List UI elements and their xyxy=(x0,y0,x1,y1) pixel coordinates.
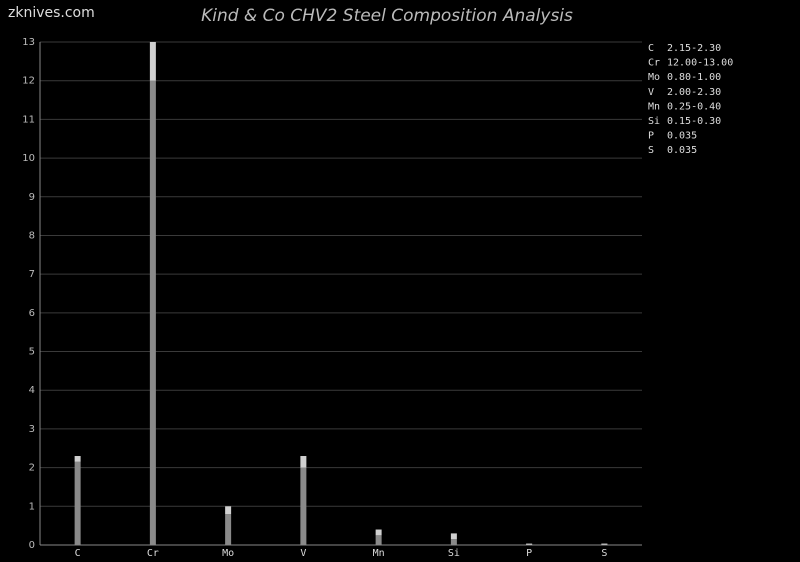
legend-value: 0.25-0.40 xyxy=(667,101,721,112)
bar-base xyxy=(74,461,81,545)
x-tick-label: C xyxy=(75,548,81,559)
bar-range xyxy=(149,42,156,81)
legend-label: P xyxy=(648,131,654,142)
y-tick-label: 2 xyxy=(29,463,35,474)
y-tick-label: 4 xyxy=(29,385,35,396)
chart-title: Kind & Co CHV2 Steel Composition Analysi… xyxy=(201,6,573,26)
bar-base xyxy=(225,514,232,545)
y-tick-label: 8 xyxy=(29,230,35,241)
y-tick-label: 7 xyxy=(29,269,35,280)
x-tick-label: Mo xyxy=(222,548,234,559)
y-tick-label: 0 xyxy=(29,540,35,551)
bar-base xyxy=(149,80,156,545)
x-tick-label: P xyxy=(526,548,532,559)
y-tick-label: 5 xyxy=(29,347,35,358)
legend-value: 0.15-0.30 xyxy=(667,116,721,127)
bar-range xyxy=(450,533,457,540)
bar-range xyxy=(526,543,533,545)
legend-label: C xyxy=(648,43,654,54)
legend-label: Cr xyxy=(648,58,660,69)
x-tick-label: Cr xyxy=(147,548,159,559)
bar-range xyxy=(225,506,232,515)
y-tick-label: 6 xyxy=(29,308,35,319)
bar-range xyxy=(74,456,81,462)
y-tick-label: 9 xyxy=(29,192,35,203)
y-tick-label: 3 xyxy=(29,424,35,435)
legend-label: V xyxy=(648,87,654,98)
bar-base xyxy=(375,535,382,545)
y-tick-label: 12 xyxy=(22,76,35,87)
legend-label: S xyxy=(648,145,654,156)
watermark: zknives.com xyxy=(8,5,95,21)
x-tick-label: S xyxy=(601,548,607,559)
y-tick-label: 13 xyxy=(22,37,35,48)
legend-value: 0.80-1.00 xyxy=(667,72,721,83)
bar-range xyxy=(375,529,382,536)
y-tick-label: 11 xyxy=(22,114,35,125)
legend-value: 12.00-13.00 xyxy=(667,58,733,69)
x-tick-label: Mn xyxy=(373,548,385,559)
x-tick-label: V xyxy=(300,548,306,559)
bar-range xyxy=(300,456,307,468)
bar-base xyxy=(300,467,307,545)
legend-value: 0.035 xyxy=(667,131,697,142)
legend-label: Mn xyxy=(648,101,660,112)
legend-value: 0.035 xyxy=(667,145,697,156)
y-tick-label: 10 xyxy=(22,153,35,164)
bar-range xyxy=(601,543,608,545)
x-tick-label: Si xyxy=(448,548,460,559)
y-tick-label: 1 xyxy=(29,501,35,512)
bar-base xyxy=(450,539,457,545)
legend-label: Si xyxy=(648,116,660,127)
legend-label: Mo xyxy=(648,72,660,83)
legend-value: 2.00-2.30 xyxy=(667,87,721,98)
legend-value: 2.15-2.30 xyxy=(667,43,721,54)
